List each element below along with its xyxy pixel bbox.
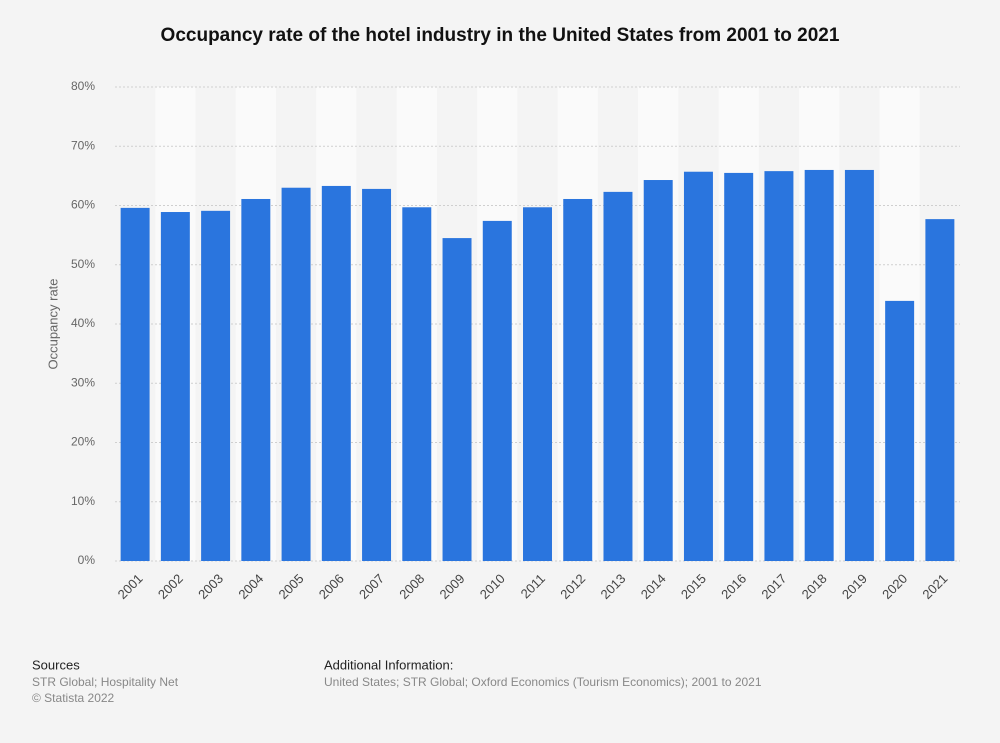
x-tick-label: 2020 — [879, 571, 910, 602]
bar — [925, 219, 955, 561]
y-tick-label: 50% — [71, 257, 95, 271]
bar — [683, 171, 713, 562]
y-tick-label: 30% — [71, 375, 95, 389]
bar — [885, 300, 915, 561]
bar — [764, 171, 794, 561]
x-tick-label: 2008 — [396, 571, 427, 602]
x-tick-label: 2015 — [678, 571, 709, 602]
y-tick-label: 40% — [71, 316, 95, 330]
copyright: © Statista 2022 — [32, 691, 115, 705]
y-tick-label: 70% — [71, 138, 95, 152]
x-tick-label: 2011 — [518, 571, 548, 601]
bar — [844, 169, 874, 561]
x-tick-label: 2004 — [235, 571, 266, 602]
x-tick-label: 2009 — [437, 571, 468, 602]
x-tick-label: 2002 — [155, 571, 186, 602]
bar — [724, 172, 754, 561]
bar — [241, 198, 271, 562]
x-tick-label: 2019 — [839, 571, 870, 602]
y-tick-label: 20% — [71, 435, 95, 449]
x-tick-label: 2017 — [758, 571, 789, 602]
x-tick-label: 2021 — [919, 571, 950, 602]
bar — [523, 207, 552, 561]
sources: STR Global; Hospitality Net — [32, 675, 179, 689]
info: United States; STR Global; Oxford Econom… — [324, 675, 762, 689]
x-tick-label: 2003 — [195, 571, 226, 602]
x-tick-label: 2010 — [477, 571, 508, 602]
x-tick-label: 2005 — [276, 571, 307, 602]
bar — [402, 207, 432, 561]
x-tick-label: 2007 — [356, 571, 387, 602]
bar — [603, 191, 633, 561]
bar — [362, 188, 392, 561]
bar — [120, 207, 150, 561]
x-tick-label: 2013 — [597, 571, 628, 602]
bar — [482, 220, 512, 561]
x-tick-label: 2012 — [557, 571, 588, 602]
bar — [643, 180, 673, 561]
sources-title: Sources — [32, 657, 80, 672]
x-tick-label: 2014 — [638, 571, 669, 602]
x-tick-label: 2016 — [718, 571, 749, 602]
bar — [160, 212, 190, 561]
bar — [563, 198, 593, 562]
x-tick-label: 2006 — [316, 571, 347, 602]
y-tick-label: 60% — [71, 198, 95, 212]
bar — [201, 210, 231, 561]
bar — [281, 187, 311, 561]
y-tick-label: 10% — [71, 494, 95, 508]
x-tick-label: 2018 — [799, 571, 830, 602]
bar — [321, 185, 351, 561]
bar — [804, 169, 834, 561]
x-tick-label: 2001 — [115, 571, 146, 602]
y-tick-label: 80% — [71, 79, 95, 93]
chart-title: Occupancy rate of the hotel industry in … — [161, 25, 840, 46]
info-title: Additional Information: — [324, 657, 453, 672]
y-axis-label: Occupancy rate — [45, 278, 60, 369]
y-tick-label: 0% — [78, 553, 96, 567]
bar — [442, 238, 472, 561]
